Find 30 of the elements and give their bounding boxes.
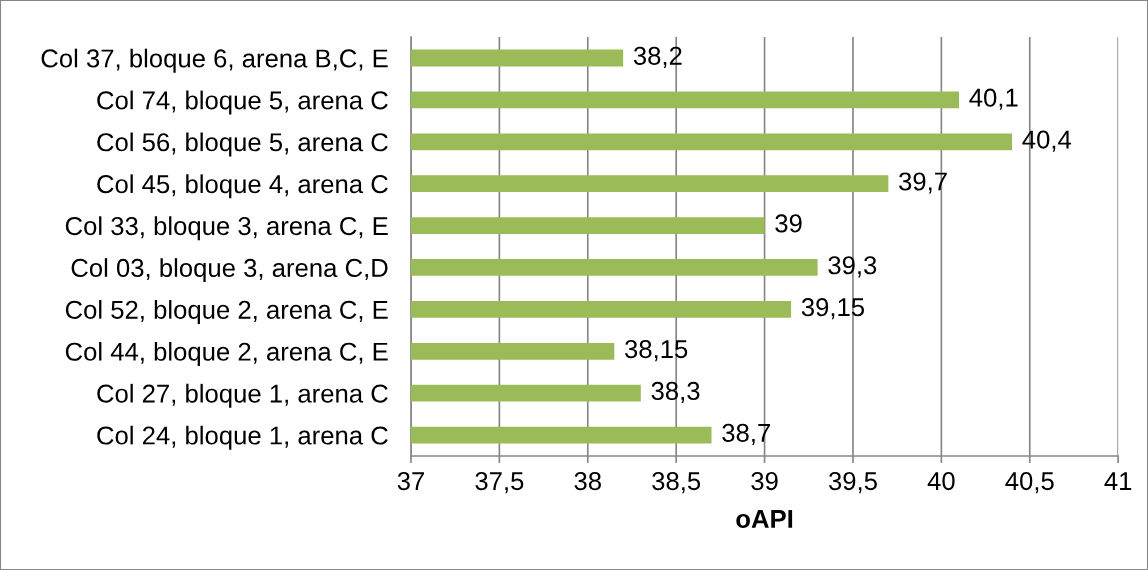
data-label: 40,4 — [1022, 130, 1072, 152]
x-axis-title: oAPI — [736, 510, 793, 528]
data-label: 38,7 — [722, 423, 770, 445]
data-label: 39 — [775, 214, 802, 233]
y-tick-label: Col 44, bloque 2, arena C, E — [65, 341, 388, 366]
y-tick-label: Col 56, bloque 5, arena C — [97, 132, 388, 157]
y-tick-label: Col 52, bloque 2, arena C, E — [65, 300, 388, 325]
data-label: 39,15 — [801, 298, 865, 320]
y-tick-label: Col 37, bloque 6, arena B,C, E — [41, 48, 388, 73]
x-tick-label: 38,5 — [652, 471, 701, 494]
y-tick-label: Col 24, bloque 1, arena C — [97, 425, 388, 450]
x-tick-label: 40,5 — [1005, 471, 1054, 494]
x-tick-label: 39 — [751, 471, 778, 491]
y-tick-label: Col 45, bloque 4, arena C — [97, 174, 388, 199]
data-label: 38,2 — [633, 46, 682, 68]
y-tick-label: Col 74, bloque 5, arena C — [97, 90, 388, 115]
x-tick-label: 40 — [927, 471, 955, 491]
x-tick-label: 39,5 — [828, 471, 877, 494]
data-label: 39,7 — [899, 172, 947, 194]
data-label: 38,15 — [625, 339, 688, 362]
x-tick-label: 37 — [397, 471, 424, 491]
y-tick-label: Col 33, bloque 3, arena C, E — [65, 216, 388, 241]
x-tick-label: 37,5 — [475, 471, 524, 494]
x-tick-label: 38 — [574, 471, 601, 491]
data-label: 40,1 — [969, 88, 1018, 110]
data-label: 39,3 — [828, 256, 877, 278]
x-tick-label: 41 — [1104, 472, 1132, 490]
y-tick-label: Col 03, bloque 3, arena C,D — [71, 258, 388, 283]
data-label: 38,3 — [651, 381, 700, 404]
y-tick-label: Col 27, bloque 1, arena C — [97, 383, 388, 408]
